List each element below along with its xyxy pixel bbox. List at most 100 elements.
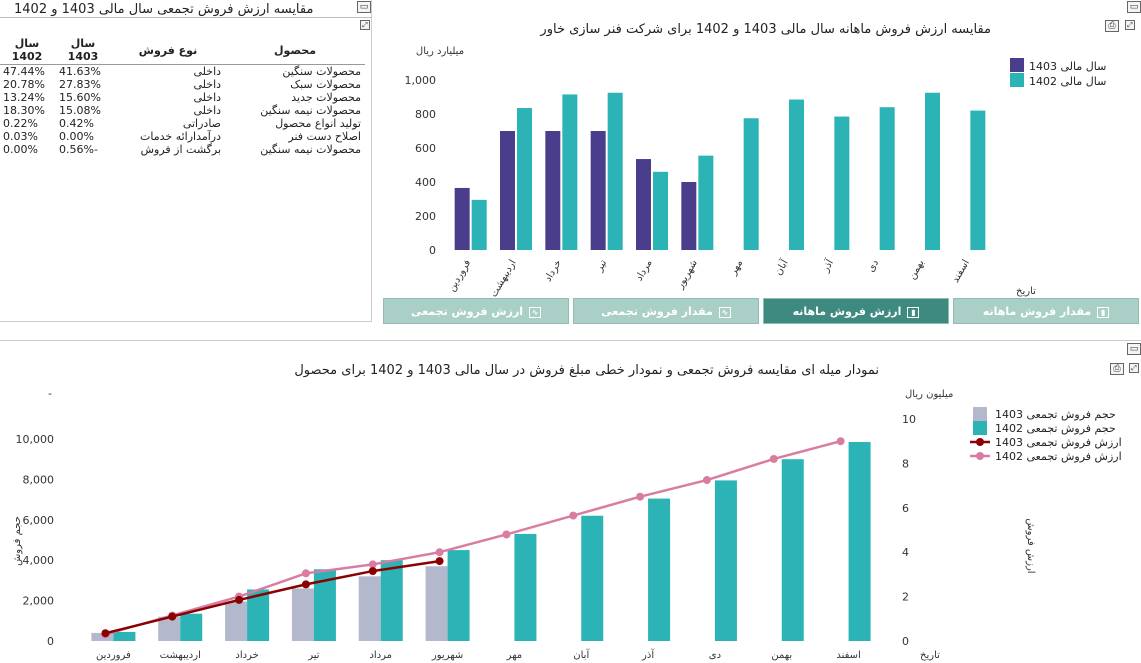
table-row: محصولات نیمه سنگین برگشت از فروش -0.56% 0.0…: [0, 143, 365, 156]
x-tick-label: دی: [709, 650, 721, 661]
cell-sale-type: داخلی: [193, 78, 222, 91]
point-value-1403: [168, 612, 177, 621]
y-axis-label: میلیارد ریال: [416, 46, 464, 57]
y2-tick-label: 8: [902, 457, 909, 470]
x-tick-label: خرداد: [543, 258, 564, 284]
cell-product: محصولات نیمه سنگین: [260, 143, 361, 156]
bar-volume-1403: [358, 576, 381, 641]
y-tick-label: 1,000: [405, 74, 437, 87]
y-tick-label: 6,000: [23, 514, 55, 527]
cell-product: محصولات جدید: [291, 91, 361, 104]
bar-volume-1403: [425, 566, 448, 641]
bar-1402: [789, 99, 804, 250]
maximize-icon[interactable]: ▭: [1127, 343, 1141, 355]
bar-1402: [607, 92, 623, 250]
y2-tick-label: 6: [902, 502, 909, 515]
bar-chart-icon: ▮: [907, 306, 920, 318]
cell-product: محصولات نیمه سنگین: [260, 104, 361, 117]
tab-0[interactable]: مقدار فروش ماهانه ▮: [953, 298, 1139, 324]
y-tick-label: 800: [415, 108, 436, 121]
x-tick-label: آذر: [641, 648, 655, 661]
left-panel-title: مقایسه ارزش فروش تجمعی سال مالی 1403 و 1…: [14, 2, 314, 17]
x-tick-label: اردیبهشت: [160, 650, 201, 661]
cell-y1402: 18.30%: [3, 104, 45, 117]
cell-y1403: 0.00%: [59, 130, 94, 143]
point-value-1402: [435, 548, 444, 557]
bar-volume-1402: [247, 589, 270, 641]
x-tick-label: مرداد: [634, 258, 655, 283]
tab-3[interactable]: ارزش فروش تجمعی ∿: [383, 298, 569, 324]
cell-y1402: 13.24%: [3, 91, 45, 104]
cell-sale-type: برگشت از فروش: [140, 143, 222, 156]
bar-1403: [590, 131, 606, 250]
export-icon[interactable]: ⤢: [360, 20, 370, 30]
x-tick-label: فروردین: [446, 258, 473, 294]
point-value-1402: [702, 476, 711, 485]
legend-swatch: [973, 407, 987, 421]
y-tick-label: 2,000: [23, 595, 55, 608]
point-value-1403: [368, 567, 377, 576]
point-value-1402: [502, 530, 511, 539]
tab-label: مقدار فروش ماهانه: [982, 305, 1092, 318]
header-sale-type[interactable]: نوع فروش: [110, 36, 226, 65]
legend-label: ارزش فروش تجمعی 1402: [995, 450, 1122, 463]
cell-y1403: 27.83%: [59, 78, 101, 91]
line-chart-icon: ∿: [718, 306, 731, 318]
y-tick-label: 8,000: [23, 473, 55, 486]
bar-chart-icon: ▮: [1097, 306, 1110, 318]
bar-volume-1402: [180, 613, 203, 641]
tab-1[interactable]: ارزش فروش ماهانه ▮: [763, 298, 949, 324]
point-value-1403: [101, 629, 110, 638]
table-row: محصولات جدید داخلی 15.60% 13.24%: [0, 91, 365, 104]
bar-1402: [743, 118, 759, 250]
bar-volume-1402: [581, 515, 604, 641]
point-value-1402: [569, 511, 578, 520]
x-tick-label: دی: [866, 258, 882, 274]
x-tick-label: مرداد: [369, 650, 392, 661]
print-icon[interactable]: ⎙: [1110, 363, 1124, 375]
maximize-icon[interactable]: ▭: [357, 1, 371, 13]
tab-label: مقدار فروش تجمعی: [601, 305, 713, 318]
header-1402[interactable]: سال 1402: [0, 36, 55, 65]
header-1403[interactable]: سال 1403: [55, 36, 111, 65]
x-tick-label: تیر: [307, 650, 320, 661]
bar-volume-1402: [781, 459, 804, 641]
bar-volume-1402: [514, 533, 537, 641]
chart-tabs: مقدار فروش ماهانه ▮ ارزش فروش ماهانه ▮ مقدار…: [378, 298, 1141, 328]
sales-table: محصول نوع فروش سال 1403 سال 1402 محصولات…: [0, 36, 365, 156]
tab-2[interactable]: مقدار فروش تجمعی ∿: [573, 298, 759, 324]
y2-tick-label: 10: [902, 413, 916, 426]
x-tick-label: اسفند: [950, 258, 972, 285]
x-tick-label: آذر: [818, 256, 836, 275]
x-tick-label: مهر: [506, 650, 522, 661]
x-tick-label: آبان: [771, 256, 791, 277]
cell-y1403: -0.56%: [59, 143, 98, 156]
tab-label: ارزش فروش تجمعی: [410, 305, 524, 318]
print-icon[interactable]: ⎙: [1105, 20, 1119, 32]
x-axis-label: تاریخ: [920, 650, 940, 661]
bar-1402: [970, 110, 986, 250]
cell-y1402: 47.44%: [3, 65, 45, 78]
cell-y1402: 0.00%: [3, 143, 38, 156]
bar-volume-1403: [158, 616, 181, 641]
header-product[interactable]: محصول: [225, 36, 365, 65]
y2-tick-label: 4: [902, 546, 909, 559]
export-icon[interactable]: ⤢: [1129, 363, 1139, 373]
legend-label: ارزش فروش تجمعی 1403: [995, 436, 1122, 449]
cell-product: اصلاح دست فنر: [288, 130, 361, 143]
legend-label: سال مالی 1403: [1029, 60, 1106, 73]
table-row: تولید انواع محصول صادراتی 0.42% 0.22%: [0, 117, 365, 130]
cell-sale-type: داخلی: [193, 91, 222, 104]
x-tick-label: فروردین: [96, 650, 131, 661]
bar-1403: [500, 131, 515, 250]
point-value-1402: [769, 454, 778, 463]
export-icon[interactable]: ⤢: [1125, 20, 1135, 30]
point-value-1402: [368, 560, 377, 569]
cell-y1403: 0.42%: [59, 117, 94, 130]
legend-swatch: [1010, 58, 1024, 72]
y2-unit-label: میلیون ریال: [905, 389, 953, 400]
x-tick-label: مهر: [727, 258, 745, 278]
cell-y1402: 20.78%: [3, 78, 45, 91]
y-axis-top-dash: -: [48, 387, 52, 400]
cell-y1403: 15.08%: [59, 104, 101, 117]
